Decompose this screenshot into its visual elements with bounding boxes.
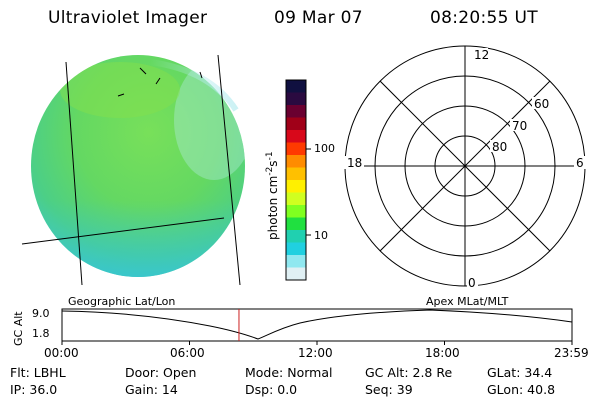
colorbar-tick-label: 10 bbox=[314, 229, 328, 242]
time-axis-ticks bbox=[61, 341, 573, 345]
date-label: 09 Mar 07 bbox=[274, 8, 363, 28]
seq-readout: Seq: 39 bbox=[365, 382, 413, 397]
ip-readout: IP: 36.0 bbox=[10, 382, 58, 397]
time-tick-1200: 12:00 bbox=[298, 346, 333, 360]
alt-tick-bottom: 1.8 bbox=[32, 327, 50, 340]
colorbar-band bbox=[286, 80, 306, 93]
colorbar-tick-label: 100 bbox=[314, 142, 335, 155]
colorbar-band bbox=[286, 192, 306, 206]
colorbar-band bbox=[286, 205, 306, 218]
mode-readout: Mode: Normal bbox=[245, 365, 333, 380]
mlt-label-18: 18 bbox=[347, 156, 362, 170]
glat-readout: GLat: 34.4 bbox=[487, 365, 553, 380]
earth-uv-image bbox=[21, 54, 245, 286]
dsp-readout: Dsp: 0.0 bbox=[245, 382, 298, 397]
apex-title: Apex MLat/MLT bbox=[426, 295, 509, 308]
glon-readout: GLon: 40.8 bbox=[487, 382, 556, 397]
time-tick-0600: 06:00 bbox=[170, 346, 205, 360]
colorbar-band bbox=[286, 130, 306, 143]
colorbar-frame bbox=[285, 79, 307, 281]
altitude-curve bbox=[61, 309, 573, 340]
alt-tick-top: 9.0 bbox=[32, 307, 50, 320]
time-label: 08:20:55 UT bbox=[430, 8, 538, 28]
geographic-title: Geographic Lat/Lon bbox=[68, 295, 176, 308]
polar-grid bbox=[344, 45, 586, 287]
colorbar-band bbox=[286, 142, 306, 156]
instrument-title: Ultraviolet Imager bbox=[48, 8, 208, 28]
mlt-label-0: 0 bbox=[468, 276, 476, 290]
colorbar-units: photon cm-2s-1 bbox=[265, 151, 280, 240]
colorbar bbox=[286, 80, 306, 281]
mlat-label-80: 80 bbox=[492, 140, 507, 154]
colorbar-band bbox=[286, 230, 306, 243]
time-tick-1800: 18:00 bbox=[425, 346, 460, 360]
mlat-label-70: 70 bbox=[512, 119, 527, 133]
colorbar-band bbox=[286, 180, 306, 193]
colorbar-band bbox=[286, 105, 306, 118]
colorbar-band bbox=[286, 155, 306, 168]
time-tick-0000: 00:00 bbox=[44, 346, 79, 360]
colorbar-band bbox=[286, 267, 306, 281]
door-readout: Door: Open bbox=[125, 365, 197, 380]
mlat-label-60: 60 bbox=[534, 97, 549, 111]
colorbar-band bbox=[286, 92, 306, 106]
mlt-label-6: 6 bbox=[576, 156, 584, 170]
colorbar-band bbox=[286, 167, 306, 181]
colorbar-band bbox=[286, 242, 306, 256]
filter-readout: Flt: LBHL bbox=[10, 365, 66, 380]
gain-readout: Gain: 14 bbox=[125, 382, 178, 397]
gc-alt-readout: GC Alt: 2.8 Re bbox=[365, 365, 453, 380]
colorbar-band bbox=[286, 217, 306, 231]
time-tick-2359: 23:59 bbox=[554, 346, 589, 360]
colorbar-band bbox=[286, 117, 306, 131]
altitude-plot-frame bbox=[61, 308, 573, 342]
colorbar-band bbox=[286, 255, 306, 268]
altitude-axis-label: GC Alt bbox=[12, 311, 25, 346]
mlt-label-12: 12 bbox=[474, 48, 489, 62]
